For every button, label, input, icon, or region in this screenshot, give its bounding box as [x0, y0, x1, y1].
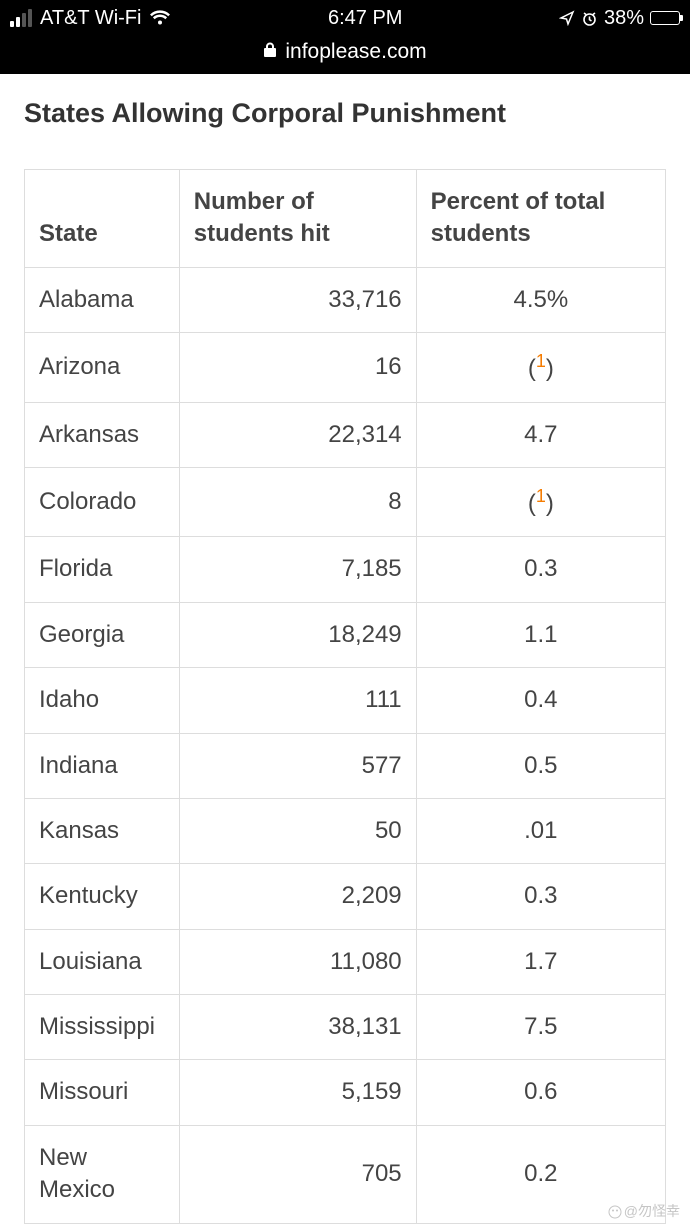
- cell-number: 8: [179, 467, 416, 536]
- table-row: New Mexico7050.2: [25, 1125, 666, 1223]
- table-row: Indiana5770.5: [25, 733, 666, 798]
- table-row: Arkansas22,3144.7: [25, 402, 666, 467]
- col-header-percent: Percent of total students: [416, 170, 665, 268]
- cell-state: Missouri: [25, 1060, 180, 1125]
- table-row: Kansas50.01: [25, 798, 666, 863]
- watermark: @勿怪幸: [608, 1201, 680, 1221]
- cell-number: 2,209: [179, 864, 416, 929]
- carrier-label: AT&T Wi-Fi: [40, 7, 141, 30]
- col-header-state: State: [25, 170, 180, 268]
- table-row: Kentucky2,2090.3: [25, 864, 666, 929]
- cell-percent: 0.3: [416, 864, 665, 929]
- table-row: Alabama33,7164.5%: [25, 267, 666, 332]
- alarm-clock-icon: [581, 10, 598, 27]
- cell-number: 7,185: [179, 537, 416, 602]
- cell-number: 705: [179, 1125, 416, 1223]
- cell-number: 22,314: [179, 402, 416, 467]
- cell-state: Colorado: [25, 467, 180, 536]
- cell-number: 111: [179, 668, 416, 733]
- cell-state: Kentucky: [25, 864, 180, 929]
- cell-state: Georgia: [25, 602, 180, 667]
- cell-percent: 1.7: [416, 929, 665, 994]
- status-time: 6:47 PM: [328, 7, 402, 30]
- cell-state: Indiana: [25, 733, 180, 798]
- corporal-punishment-table: State Number of students hit Percent of …: [24, 169, 666, 1224]
- status-bar: AT&T Wi-Fi 6:47 PM 38%: [0, 0, 690, 36]
- cell-number: 33,716: [179, 267, 416, 332]
- cell-state: Mississippi: [25, 995, 180, 1060]
- wifi-icon: [149, 10, 171, 26]
- cell-number: 18,249: [179, 602, 416, 667]
- cell-number: 5,159: [179, 1060, 416, 1125]
- cell-number: 11,080: [179, 929, 416, 994]
- cell-number: 38,131: [179, 995, 416, 1060]
- cell-percent: .01: [416, 798, 665, 863]
- cell-state: Florida: [25, 537, 180, 602]
- cell-percent: 4.5%: [416, 267, 665, 332]
- page-title: States Allowing Corporal Punishment: [24, 98, 666, 129]
- signal-bars-icon: [10, 9, 32, 27]
- cell-percent: 0.5: [416, 733, 665, 798]
- table-row: Idaho1110.4: [25, 668, 666, 733]
- table-header-row: State Number of students hit Percent of …: [25, 170, 666, 268]
- cell-state: New Mexico: [25, 1125, 180, 1223]
- battery-percent-label: 38%: [604, 7, 644, 30]
- cell-state: Kansas: [25, 798, 180, 863]
- lock-icon: [263, 40, 277, 64]
- table-row: Louisiana11,0801.7: [25, 929, 666, 994]
- cell-number: 577: [179, 733, 416, 798]
- battery-icon: [650, 11, 680, 25]
- cell-percent: 1.1: [416, 602, 665, 667]
- table-row: Missouri5,1590.6: [25, 1060, 666, 1125]
- location-arrow-icon: [559, 10, 575, 26]
- col-header-number: Number of students hit: [179, 170, 416, 268]
- cell-state: Idaho: [25, 668, 180, 733]
- table-body: Alabama33,7164.5%Arizona16(1)Arkansas22,…: [25, 267, 666, 1223]
- cell-state: Alabama: [25, 267, 180, 332]
- cell-percent: 0.3: [416, 537, 665, 602]
- table-row: Colorado8(1): [25, 467, 666, 536]
- table-row: Georgia18,2491.1: [25, 602, 666, 667]
- page-content: States Allowing Corporal Punishment Stat…: [0, 74, 690, 1224]
- table-row: Florida7,1850.3: [25, 537, 666, 602]
- browser-url-bar[interactable]: infoplease.com: [0, 36, 690, 74]
- footnote-link[interactable]: 1: [536, 351, 546, 371]
- table-row: Mississippi38,1317.5: [25, 995, 666, 1060]
- cell-percent: 0.6: [416, 1060, 665, 1125]
- status-left: AT&T Wi-Fi: [10, 7, 171, 30]
- cell-percent: (1): [416, 333, 665, 402]
- cell-state: Arkansas: [25, 402, 180, 467]
- cell-percent: 4.7: [416, 402, 665, 467]
- cell-number: 16: [179, 333, 416, 402]
- cell-percent: 0.4: [416, 668, 665, 733]
- cell-state: Arizona: [25, 333, 180, 402]
- table-row: Arizona16(1): [25, 333, 666, 402]
- status-right: 38%: [559, 7, 680, 30]
- cell-percent: (1): [416, 467, 665, 536]
- cell-state: Louisiana: [25, 929, 180, 994]
- url-text: infoplease.com: [285, 40, 426, 64]
- cell-number: 50: [179, 798, 416, 863]
- cell-percent: 7.5: [416, 995, 665, 1060]
- footnote-link[interactable]: 1: [536, 486, 546, 506]
